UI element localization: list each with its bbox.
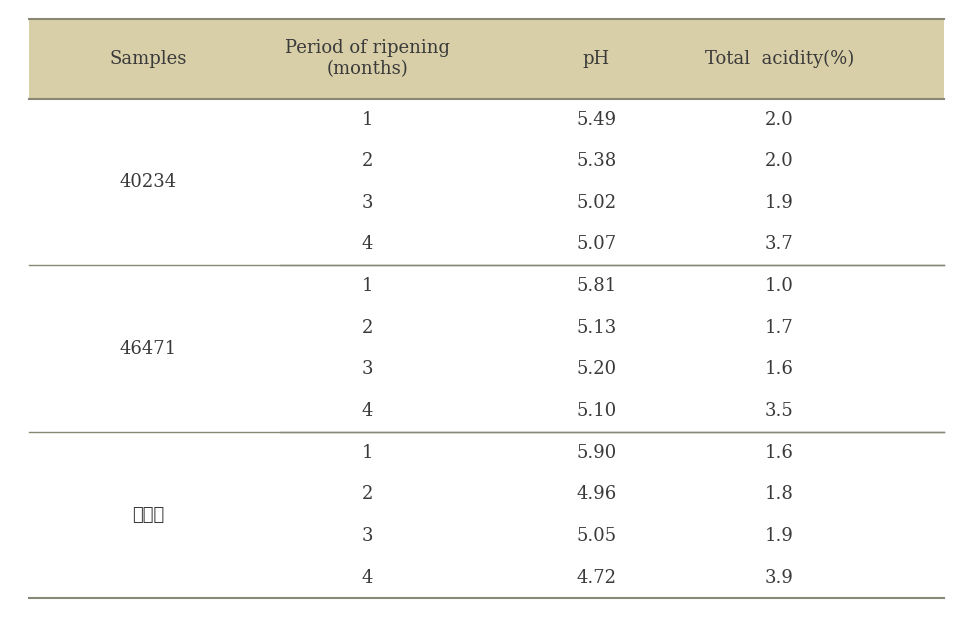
Text: 5.49: 5.49 — [576, 110, 616, 128]
Text: 5.13: 5.13 — [576, 319, 616, 337]
Text: 3: 3 — [362, 527, 374, 545]
Text: 1.6: 1.6 — [765, 360, 794, 378]
Text: 1: 1 — [362, 110, 374, 128]
Text: 3.7: 3.7 — [765, 236, 794, 254]
Text: 2.0: 2.0 — [765, 152, 794, 170]
Text: 5.07: 5.07 — [576, 236, 616, 254]
Text: 2: 2 — [362, 486, 374, 503]
Text: 5.90: 5.90 — [576, 444, 616, 462]
Text: 1.9: 1.9 — [765, 527, 794, 545]
Text: 2: 2 — [362, 152, 374, 170]
Text: 5.02: 5.02 — [576, 194, 616, 212]
Text: 3.5: 3.5 — [765, 402, 794, 420]
Text: 40234: 40234 — [120, 173, 177, 191]
Text: 5.05: 5.05 — [576, 527, 616, 545]
Text: 2: 2 — [362, 319, 374, 337]
Text: 1.9: 1.9 — [765, 194, 794, 212]
Text: 1.0: 1.0 — [765, 277, 794, 295]
Text: 3.9: 3.9 — [765, 569, 794, 587]
Text: 1: 1 — [362, 444, 374, 462]
Text: 5.81: 5.81 — [576, 277, 616, 295]
Text: 1.8: 1.8 — [765, 486, 794, 503]
Text: 2.0: 2.0 — [765, 110, 794, 128]
Text: 4: 4 — [362, 569, 374, 587]
Text: 5.20: 5.20 — [576, 360, 616, 378]
Text: 5.38: 5.38 — [576, 152, 616, 170]
Text: Period of ripening
(months): Period of ripening (months) — [285, 39, 450, 78]
Text: 4.72: 4.72 — [576, 569, 616, 587]
Text: 4: 4 — [362, 402, 374, 420]
Text: 5.10: 5.10 — [576, 402, 616, 420]
Text: 1.6: 1.6 — [765, 444, 794, 462]
FancyBboxPatch shape — [29, 19, 944, 99]
Text: 4: 4 — [362, 236, 374, 254]
Text: 3: 3 — [362, 194, 374, 212]
Text: 4.96: 4.96 — [576, 486, 616, 503]
Text: 충무균: 충무균 — [132, 506, 164, 524]
Text: 1: 1 — [362, 277, 374, 295]
Text: 3: 3 — [362, 360, 374, 378]
Text: pH: pH — [583, 49, 610, 68]
Text: 46471: 46471 — [120, 339, 177, 358]
Text: Total  acidity(%): Total acidity(%) — [704, 49, 853, 68]
Text: 1.7: 1.7 — [765, 319, 794, 337]
Text: Samples: Samples — [109, 49, 187, 68]
